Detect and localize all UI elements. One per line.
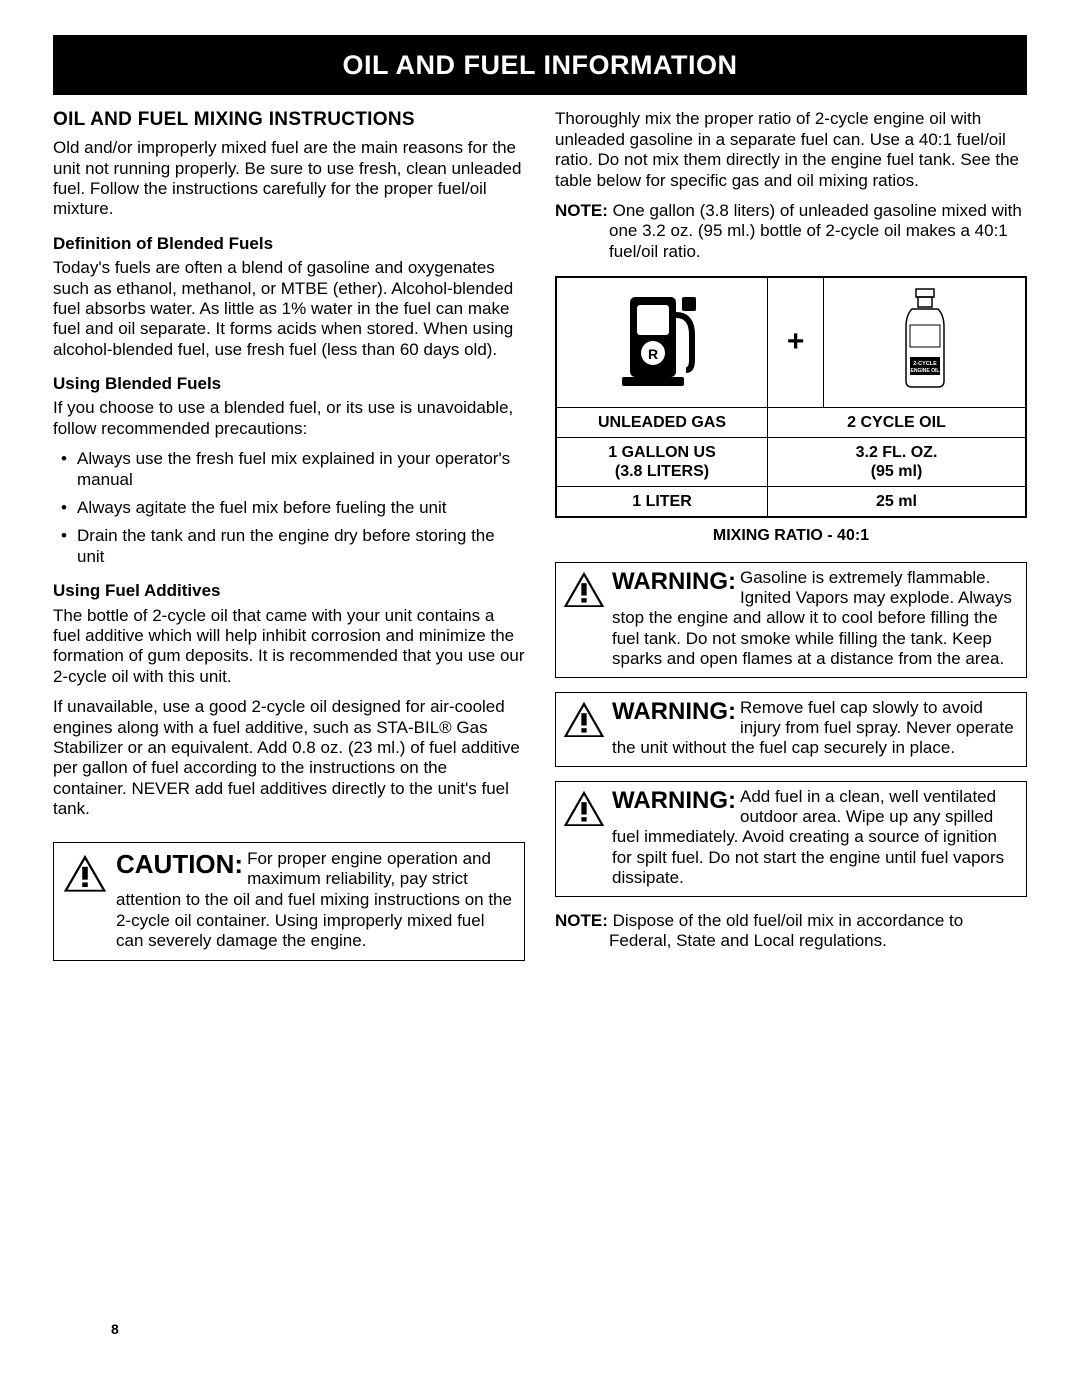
def-body: Today's fuels are often a blend of gasol… (53, 258, 525, 360)
bullet: Always agitate the fuel mix before fueli… (67, 498, 525, 518)
warning-box-2: WARNING:Remove fuel cap slowly to avoid … (555, 692, 1027, 767)
additives-heading: Using Fuel Additives (53, 581, 525, 601)
additives-p1: The bottle of 2-cycle oil that came with… (53, 606, 525, 688)
ratio-caption: MIXING RATIO - 40:1 (555, 526, 1027, 545)
warning-box-1: WARNING:Gasoline is extremely flammable.… (555, 562, 1027, 678)
additives-p2: If unavailable, use a good 2-cycle oil d… (53, 697, 525, 819)
gas-header: UNLEADED GAS (556, 407, 768, 437)
title-bar: OIL AND FUEL INFORMATION (53, 35, 1027, 95)
note-1: NOTE: One gallon (3.8 liters) of unleade… (555, 201, 1027, 262)
oil-bottle-cell: 2-CYCLE ENGINE OIL (824, 277, 1026, 407)
oil-bottle-icon: 2-CYCLE ENGINE OIL (898, 285, 952, 395)
note-2: NOTE: Dispose of the old fuel/oil mix in… (555, 911, 1027, 952)
svg-text:R: R (648, 346, 658, 362)
left-column: OIL AND FUEL MIXING INSTRUCTIONS Old and… (53, 109, 525, 961)
warning-triangle-icon (562, 700, 606, 739)
svg-text:2-CYCLE: 2-CYCLE (913, 361, 937, 367)
caution-lead: CAUTION: (116, 849, 243, 877)
plus-cell: + (768, 277, 824, 407)
warning-triangle-icon (62, 853, 108, 893)
mixing-table: R + 2-CYCLE ENGINE OIL (555, 276, 1027, 518)
oil-header: 2 CYCLE OIL (768, 407, 1027, 437)
mixing-heading: OIL AND FUEL MIXING INSTRUCTIONS (53, 109, 525, 132)
bullet: Drain the tank and run the engine dry be… (67, 526, 525, 567)
mixing-intro: Old and/or improperly mixed fuel are the… (53, 138, 525, 220)
gas-pump-cell: R (556, 277, 768, 407)
use-bullets: Always use the fresh fuel mix explained … (53, 449, 525, 567)
note-body: Dispose of the old fuel/oil mix in accor… (609, 911, 963, 950)
caution-box: CAUTION: For proper engine operation and… (53, 842, 525, 962)
note-body: One gallon (3.8 liters) of unleaded gaso… (609, 201, 1022, 261)
use-heading: Using Blended Fuels (53, 374, 525, 394)
right-intro: Thoroughly mix the proper ratio of 2-cyc… (555, 109, 1027, 191)
r1c1: 1 GALLON US(3.8 LITERS) (556, 437, 768, 486)
warning-box-3: WARNING:Add fuel in a clean, well ventil… (555, 781, 1027, 897)
r2c2: 25 ml (768, 487, 1027, 518)
right-column: Thoroughly mix the proper ratio of 2-cyc… (555, 109, 1027, 961)
content-columns: OIL AND FUEL MIXING INSTRUCTIONS Old and… (53, 109, 1027, 961)
warning-triangle-icon (562, 570, 606, 609)
svg-text:ENGINE OIL: ENGINE OIL (910, 368, 939, 374)
warn-lead: WARNING: (612, 698, 736, 724)
warning-triangle-icon (562, 789, 606, 828)
warn-lead: WARNING: (612, 568, 736, 594)
use-intro: If you choose to use a blended fuel, or … (53, 398, 525, 439)
gas-pump-icon: R (612, 285, 712, 395)
caution-body: CAUTION: For proper engine operation and… (116, 849, 516, 953)
r1c2: 3.2 FL. OZ.(95 ml) (768, 437, 1027, 486)
warn-lead: WARNING: (612, 787, 736, 813)
bullet: Always use the fresh fuel mix explained … (67, 449, 525, 490)
def-heading: Definition of Blended Fuels (53, 234, 525, 254)
page-number: 8 (111, 1321, 119, 1338)
r2c1: 1 LITER (556, 487, 768, 518)
note-label: NOTE: (555, 201, 608, 220)
note-label: NOTE: (555, 911, 608, 930)
